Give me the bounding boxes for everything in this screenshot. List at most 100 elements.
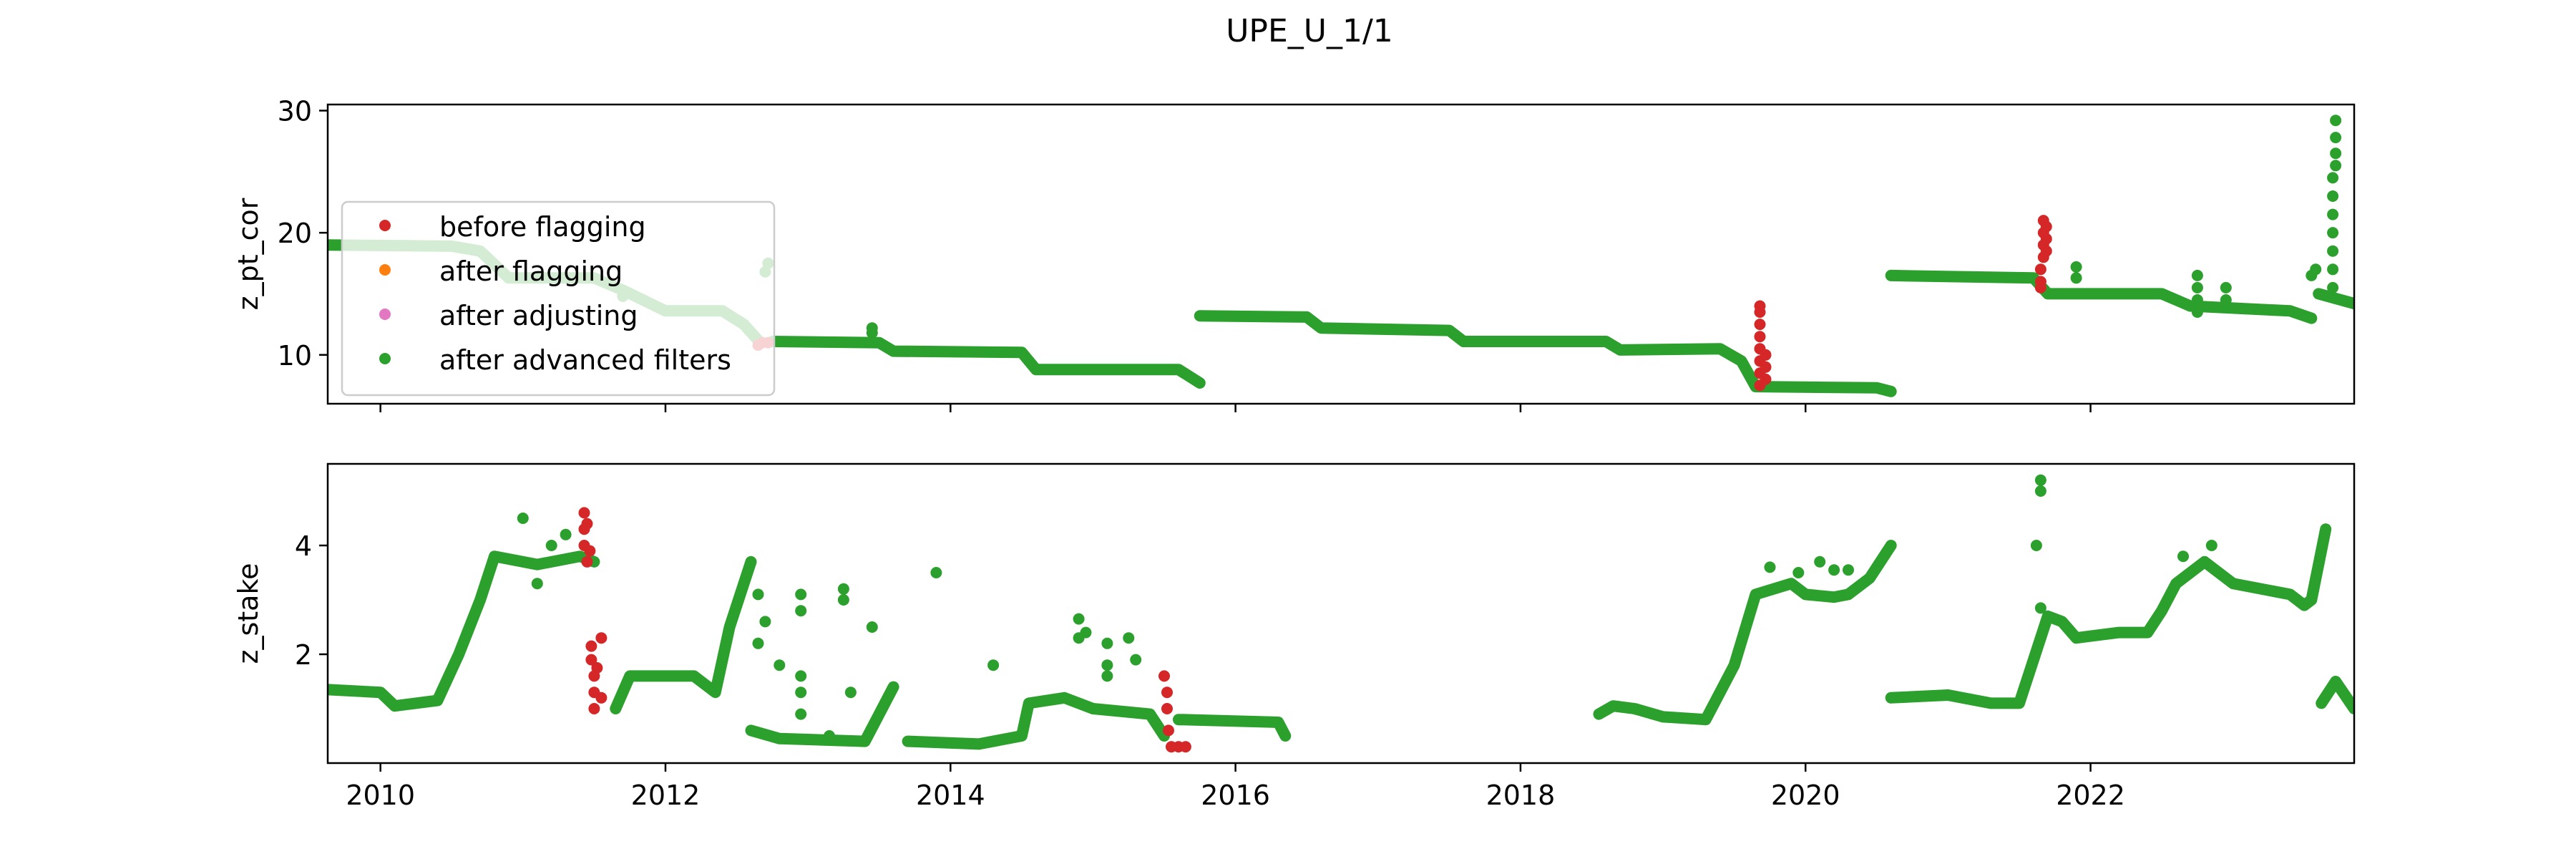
data-point [866,621,878,633]
data-point [2327,190,2339,202]
legend-label: after advanced filters [439,344,731,376]
data-point [2330,147,2342,160]
data-point [837,594,849,606]
legend-label: after adjusting [439,300,638,331]
data-track [328,550,600,712]
data-track [1194,310,1897,397]
data-point [866,327,878,339]
data-point [2330,115,2342,127]
data-point [545,540,557,551]
data-point [578,507,590,519]
y-tick-label: 30 [278,96,312,127]
data-point [2327,208,2339,220]
data-track [902,691,1170,750]
axes-frame [326,462,2356,765]
data-point [1130,654,1142,666]
data-point [1764,561,1776,573]
data-point [2040,233,2052,245]
data-point [2040,220,2052,233]
data-point [2327,227,2339,239]
data-point [1163,724,1174,737]
axes-frame [326,103,2356,405]
data-point [1754,319,1766,331]
legend-label: after flagging [439,256,623,287]
data-point [1101,659,1113,671]
data-point [591,662,603,674]
data-track [2313,288,2354,310]
data-point [2034,602,2046,614]
data-point [2191,269,2203,281]
data-point [1760,373,1772,385]
data-point [1760,349,1772,361]
legend-marker [379,309,391,320]
data-track [1885,523,2332,709]
data-point [2327,245,2339,257]
y-tick-label: 20 [278,218,312,249]
data-point [752,637,764,649]
data-track [1593,540,1897,726]
data-point [795,670,807,682]
data-point [1161,686,1173,699]
data-track [610,555,757,714]
data-point [2327,281,2339,293]
data-point [2330,132,2342,144]
data-point [1158,670,1170,682]
y-axis-label: z_stake [233,563,264,664]
data-point [2327,172,2339,184]
y-axis-label: z_pt_cor [233,198,264,310]
data-point [588,703,600,714]
data-point [581,555,593,568]
data-point [1792,567,1805,578]
bottom-panel-zstake: 2 4 2010 2012 2014 2016 2018 2020 2022 z_stake [233,462,2356,811]
data-point [2330,160,2342,172]
data-point [1179,741,1191,753]
legend-entry-after-flagging: after flagging [379,256,623,287]
x-tick-label: 2020 [1771,780,1840,811]
data-point [2327,263,2339,276]
x-tick-label: 2014 [916,780,985,811]
data-point [824,730,835,742]
legend-label: before flagging [439,211,646,243]
data-point [1080,626,1092,639]
x-tick-label: 2016 [1201,780,1270,811]
data-point [2034,276,2046,288]
legend-entry-advanced: after advanced filters [379,344,731,376]
data-point [1123,632,1135,644]
top-panel-zptcor: 10 20 30 z_pt_cor [233,96,2356,412]
legend: before flagging after flagging after adj… [341,200,776,397]
data-point [2034,485,2046,497]
y-tick-label: 2 [295,639,312,671]
data-point [930,567,942,578]
data-point [560,528,572,540]
data-point [987,659,1000,671]
data-track [745,681,899,747]
x-tick-label: 2022 [2056,780,2125,811]
data-track [1885,269,2318,324]
data-point [795,605,807,617]
data-point [774,659,786,671]
legend-marker [379,264,391,276]
figure-title: UPE_U_1/1 [1226,13,1393,49]
data-point [585,654,597,666]
data-point [2034,474,2046,486]
x-tick-label: 2012 [631,780,701,811]
data-point [1828,564,1840,576]
data-point [2220,294,2232,306]
data-point [1843,564,1854,576]
data-point [2191,281,2203,293]
data-point [795,708,807,720]
legend-frame [341,200,776,397]
data-point [1073,613,1085,625]
x-tick-label: 2010 [346,780,415,811]
legend-entry-after-adjusting: after adjusting [379,300,638,331]
data-point [2220,281,2232,293]
data-point [795,686,807,699]
data-point [584,545,596,557]
data-point [2040,245,2052,257]
data-point [1760,361,1772,373]
data-track [1173,714,1292,742]
y-tick-label: 4 [295,530,312,562]
